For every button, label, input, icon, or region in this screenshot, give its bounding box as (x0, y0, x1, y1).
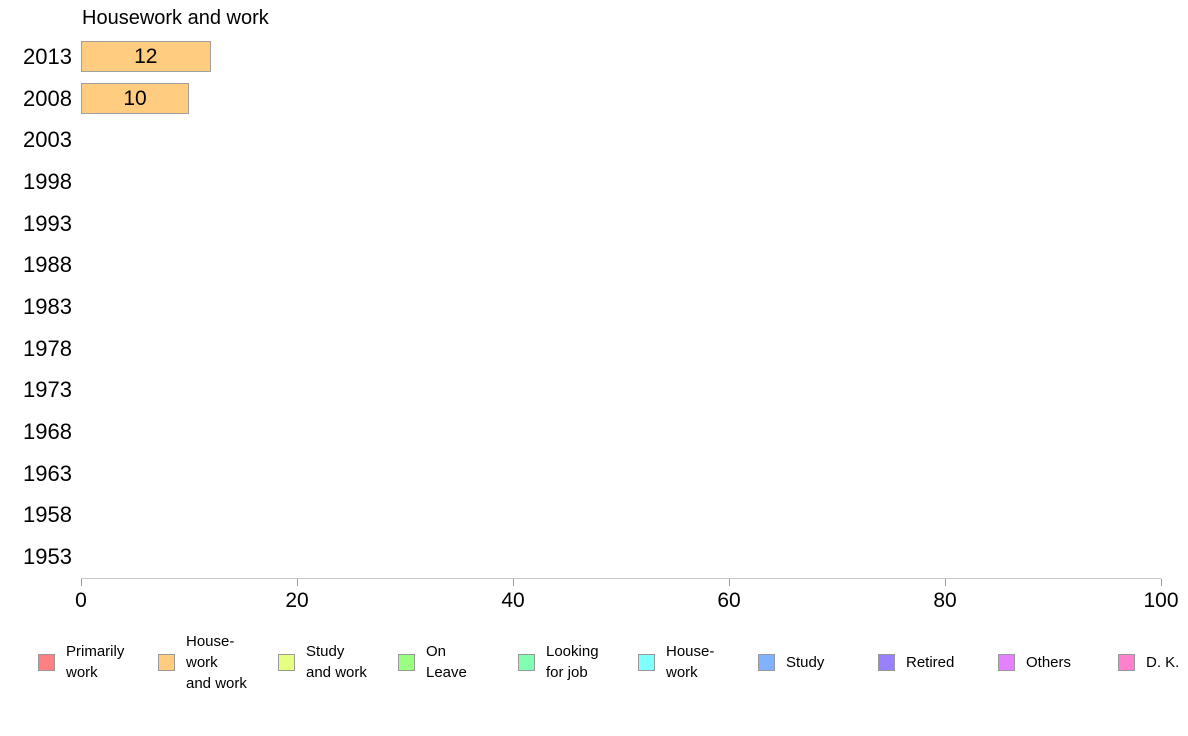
x-axis-tick (945, 579, 946, 586)
x-axis-tick-label: 60 (717, 589, 741, 612)
legend-item: Others (998, 652, 1118, 673)
legend-swatch (1118, 653, 1135, 671)
legend-label: D. K. (1146, 653, 1180, 671)
bar-value-label: 10 (123, 86, 147, 110)
legend-label: Looking for job (546, 643, 599, 681)
y-axis-label: 1993 (23, 210, 72, 236)
plot-area: 12 (81, 41, 1161, 73)
chart-row: 1988 (0, 244, 1161, 286)
y-axis-label: 1988 (23, 252, 72, 278)
legend-label: Study and work (306, 643, 367, 681)
chart-row: 1983 (0, 286, 1161, 328)
legend-item: Primarily work (38, 641, 158, 683)
legend-label: On Leave (426, 643, 467, 681)
x-axis: 0 20 40 60 80 100 (75, 578, 1179, 612)
bar: 10 (81, 83, 189, 115)
legend-swatch (758, 653, 775, 671)
legend-swatch (998, 653, 1015, 671)
x-axis-tick (297, 579, 298, 586)
plot-area (81, 166, 1161, 197)
chart-row: 2008 10 (0, 78, 1161, 120)
bar-value-label: 12 (134, 44, 158, 68)
bar: 12 (81, 41, 211, 73)
chart-rows: 2013 12 2008 10 2003 1998 1993 1988 1983 1978 1973… (0, 36, 1161, 578)
chart-row: 1963 (0, 453, 1161, 495)
legend-swatch (38, 653, 55, 671)
plot-area (81, 291, 1161, 322)
y-axis-label: 1973 (23, 377, 72, 403)
legend: Primarily work House- work and work Study … (38, 628, 1188, 696)
x-axis-tick (1161, 579, 1162, 586)
y-axis-label: 2008 (23, 85, 72, 111)
x-axis-tick-label: 80 (933, 589, 957, 612)
plot-area (81, 375, 1161, 406)
x-axis-tick (513, 579, 514, 586)
legend-item: D. K. (1118, 652, 1188, 673)
legend-label: Study (786, 653, 825, 671)
y-axis-label: 1968 (23, 419, 72, 445)
plot-area: 10 (81, 83, 1161, 115)
chart-row: 2003 (0, 119, 1161, 161)
chart-row: 1998 (0, 161, 1161, 203)
y-axis-label: 1998 (23, 168, 72, 194)
chart-row: 1968 (0, 411, 1161, 453)
legend-item: House- work (638, 641, 758, 683)
legend-label: House- work and work (186, 632, 247, 692)
legend-swatch (518, 653, 535, 671)
legend-label: Primarily work (66, 643, 125, 681)
x-axis-tick (729, 579, 730, 586)
chart-row: 1953 (0, 536, 1161, 578)
legend-label: House- work (666, 643, 715, 681)
legend-swatch (398, 653, 415, 671)
chart-row: 1993 (0, 203, 1161, 245)
y-axis-label: 1978 (23, 335, 72, 361)
x-axis-tick-label: 100 (1143, 589, 1179, 612)
plot-area (81, 125, 1161, 156)
y-axis-label: 2003 (23, 127, 72, 153)
x-axis-tick-label: 20 (285, 589, 309, 612)
chart-row: 1958 (0, 495, 1161, 537)
legend-label: Others (1026, 653, 1072, 671)
legend-swatch (638, 653, 655, 671)
legend-swatch (278, 653, 295, 671)
plot-area (81, 333, 1161, 364)
plot-area (81, 542, 1161, 573)
chart-row: 2013 12 (0, 36, 1161, 78)
y-axis-label: 1963 (23, 460, 72, 486)
y-axis-label: 1983 (23, 293, 72, 319)
x-axis-tick (81, 579, 82, 586)
legend-item: Looking for job (518, 641, 638, 683)
legend-swatch (878, 653, 895, 671)
legend-item: On Leave (398, 641, 518, 683)
plot-area (81, 208, 1161, 239)
plot-area (81, 458, 1161, 489)
y-axis-label: 2013 (23, 43, 72, 69)
legend-item: House- work and work (158, 631, 278, 694)
x-axis-tick-label: 0 (75, 589, 87, 612)
plot-area (81, 417, 1161, 448)
x-axis-tick-label: 40 (501, 589, 525, 612)
legend-label: Retired (906, 653, 955, 671)
y-axis-label: 1953 (23, 544, 72, 570)
chart-row: 1973 (0, 370, 1161, 412)
legend-swatch (158, 653, 175, 671)
plot-area (81, 250, 1161, 281)
chart-row: 1978 (0, 328, 1161, 370)
chart-title: Housework and work (82, 7, 269, 29)
legend-item: Study and work (278, 641, 398, 683)
plot-area (81, 500, 1161, 531)
legend-item: Retired (878, 652, 998, 673)
y-axis-label: 1958 (23, 502, 72, 528)
legend-item: Study (758, 652, 878, 673)
